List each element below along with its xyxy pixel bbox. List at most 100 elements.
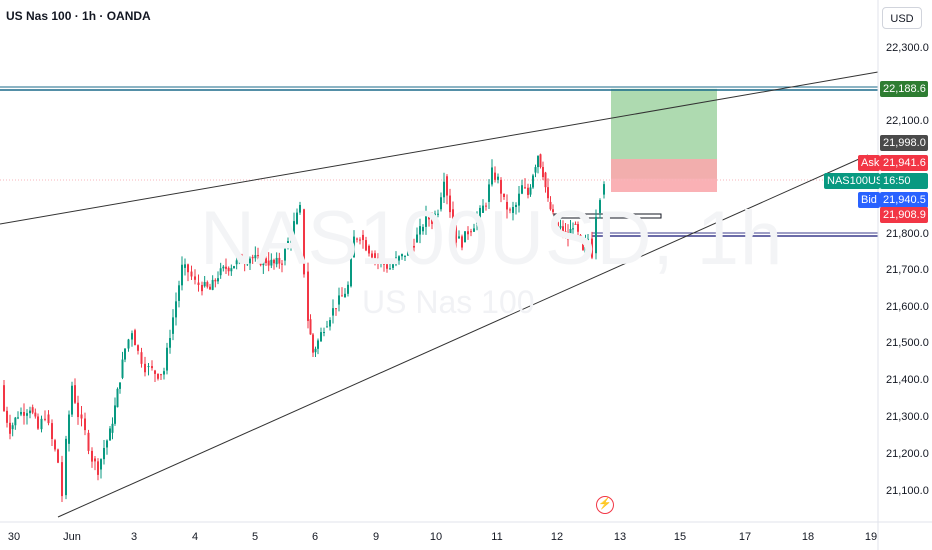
- candle-body: [109, 428, 111, 441]
- candle-body: [539, 154, 542, 168]
- position-zones: [611, 88, 717, 192]
- candle-body: [273, 259, 275, 264]
- candle-body: [547, 187, 549, 199]
- stop-zone: [611, 159, 717, 192]
- candle-body: [431, 219, 433, 224]
- time-tick-label: 15: [674, 531, 686, 543]
- candle-body: [163, 371, 165, 375]
- candle-body: [347, 284, 349, 294]
- candle-body: [500, 179, 502, 194]
- candle-body: [512, 207, 514, 213]
- candle-body: [238, 257, 241, 261]
- candle-body: [569, 228, 572, 239]
- candle-body: [401, 254, 403, 257]
- candle-body: [455, 225, 457, 243]
- time-tick-label: 12: [551, 531, 563, 543]
- candle-body: [428, 216, 430, 220]
- candle-body: [350, 257, 352, 287]
- time-tick-label: 10: [430, 531, 442, 543]
- candle-body: [230, 268, 233, 272]
- time-tick-label: 30: [8, 531, 20, 543]
- candle-body: [344, 293, 346, 298]
- candle-body: [206, 282, 209, 287]
- candle-body: [47, 414, 50, 424]
- target-price-tag: 22,188.6: [880, 81, 928, 97]
- candle-body: [554, 216, 557, 223]
- candle-body: [144, 363, 146, 373]
- candle-body: [443, 181, 445, 198]
- price-tick-label: 21,700.0: [886, 264, 929, 276]
- time-tick-label: 17: [739, 531, 751, 543]
- candle-body: [184, 264, 186, 268]
- candle-body: [365, 240, 367, 251]
- time-tick-label: 19: [865, 531, 877, 543]
- candle-body: [209, 286, 211, 290]
- candle-body: [140, 352, 143, 364]
- candle-body: [243, 260, 246, 264]
- candle-body: [549, 201, 552, 210]
- candle-body: [599, 200, 601, 213]
- candle-body: [270, 259, 273, 266]
- candle-body: [368, 245, 370, 254]
- candle-body: [389, 268, 391, 270]
- candle-body: [392, 264, 394, 268]
- candle-body: [544, 172, 547, 188]
- candle-body: [320, 332, 322, 342]
- candle-body: [603, 184, 605, 195]
- candle-body: [317, 340, 319, 349]
- candle-body: [246, 263, 249, 265]
- candle-body: [40, 418, 43, 430]
- candle-body: [233, 266, 235, 269]
- candle-body: [172, 317, 174, 334]
- candle-body: [54, 440, 56, 450]
- candle-body: [309, 319, 312, 335]
- time-tick-label: 6: [312, 531, 318, 543]
- candle-body: [284, 248, 286, 261]
- candle-body: [9, 422, 11, 434]
- candle-body: [178, 285, 180, 301]
- candle-body: [251, 256, 254, 259]
- candle-body: [479, 207, 481, 218]
- candle-body: [124, 348, 126, 360]
- candle-body: [521, 185, 523, 194]
- candle-body: [131, 333, 133, 340]
- candle-body: [537, 156, 539, 168]
- candle-body: [227, 267, 230, 272]
- candle-body: [371, 253, 373, 258]
- lightning-icon[interactable]: ⚡: [596, 496, 614, 514]
- candle-body: [203, 282, 206, 287]
- candle-body: [211, 279, 214, 290]
- candle-body: [464, 231, 466, 243]
- countdown-tag: 16:50: [880, 173, 928, 189]
- candle-body: [119, 382, 121, 389]
- candle-body: [190, 271, 193, 277]
- candle-body: [422, 226, 424, 232]
- candle-body: [169, 338, 171, 348]
- candle-body: [100, 459, 102, 470]
- candle-body: [398, 256, 400, 261]
- drawing-lines: [0, 71, 879, 518]
- chart-title[interactable]: US Nas 100 · 1h · OANDA: [6, 9, 151, 23]
- currency-button[interactable]: USD: [882, 7, 922, 29]
- candle-body: [51, 423, 53, 440]
- candle-body: [201, 285, 203, 292]
- candle-body: [17, 417, 19, 419]
- candle-body: [567, 232, 569, 240]
- candle-body: [278, 257, 281, 264]
- candle-body: [332, 308, 334, 316]
- candle-body: [151, 366, 153, 369]
- candle-body: [127, 339, 130, 349]
- time-tick-label: Jun: [63, 531, 81, 543]
- watermark-symbol: NAS100USD, 1h: [200, 196, 784, 281]
- candle-body: [34, 412, 37, 417]
- price-tick-label: 21,800.0: [886, 228, 929, 240]
- candle-body: [356, 238, 358, 240]
- candle-body: [11, 425, 14, 430]
- candle-body: [437, 213, 439, 215]
- candle-body: [595, 216, 597, 254]
- price-tick-label: 22,100.0: [886, 115, 929, 127]
- candle-body: [485, 205, 487, 207]
- candle-body: [314, 348, 317, 353]
- candle-body: [71, 385, 73, 415]
